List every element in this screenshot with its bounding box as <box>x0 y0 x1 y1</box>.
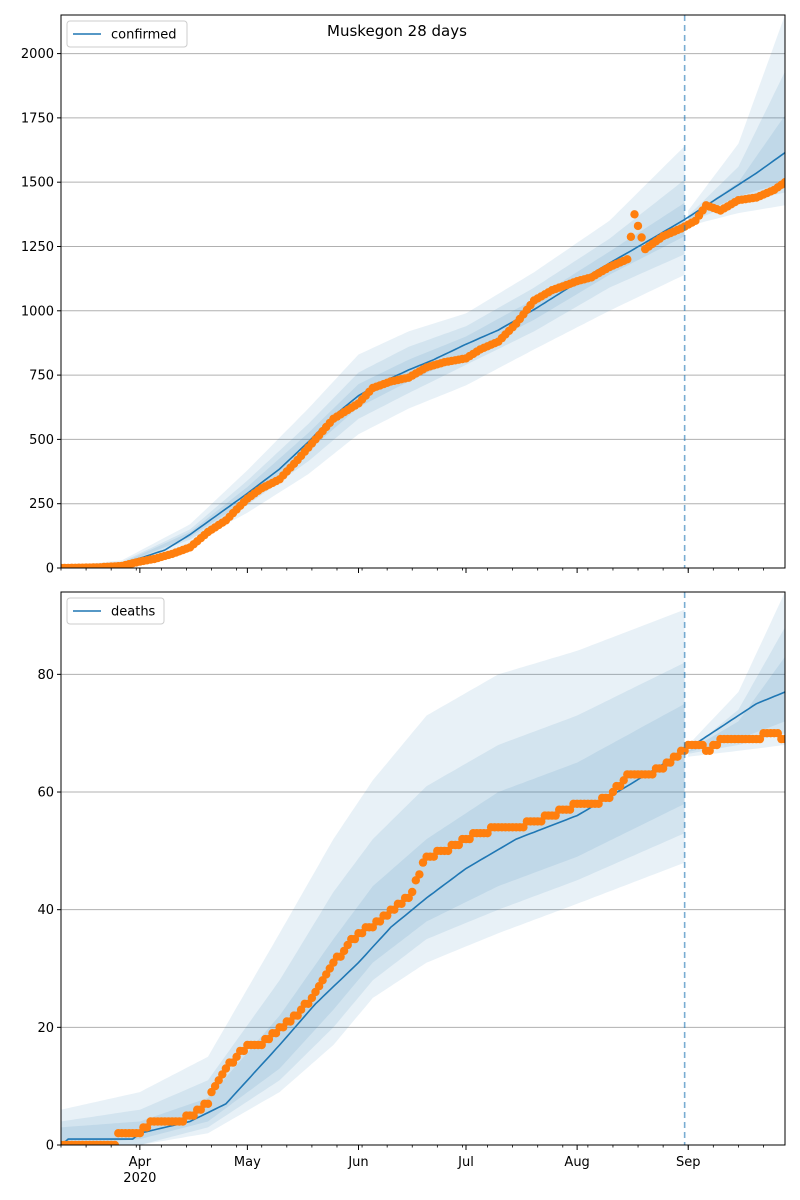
observed-point <box>780 178 785 187</box>
x-tick-label: Jun <box>347 1155 368 1170</box>
axes-frame <box>60 591 786 1146</box>
y-tick-label: 0 <box>46 562 54 577</box>
x-year-label: 2020 <box>123 1171 156 1186</box>
uncertainty-band <box>688 656 785 752</box>
y-tick-label: 80 <box>37 668 54 683</box>
uncertainty-band <box>61 662 685 1145</box>
observed-point <box>203 1099 213 1109</box>
observed-point <box>623 255 632 264</box>
uncertainty-band <box>688 15 785 226</box>
observed-point <box>626 232 636 241</box>
legend: deaths <box>66 597 165 625</box>
observed-point <box>630 210 639 219</box>
uncertainty-band <box>688 627 785 754</box>
y-tick-label: 60 <box>37 786 54 801</box>
y-tick-label: 20 <box>37 1021 54 1036</box>
y-tick-label: 2000 <box>21 47 54 62</box>
observed-point <box>415 870 424 879</box>
axes-frame <box>60 14 786 569</box>
legend-box <box>66 20 188 48</box>
y-tick-label: 250 <box>29 497 54 512</box>
observed-point <box>408 887 417 897</box>
uncertainty-band <box>688 71 785 223</box>
y-tick-label: 750 <box>29 369 54 384</box>
chart-title: Muskegon 28 days <box>327 22 467 40</box>
observed-point <box>633 221 643 231</box>
uncertainty-band <box>61 146 685 568</box>
observed-point <box>637 233 646 242</box>
confirmed-panel: 0 250 500 750 1000 1250 1500 1750 2000 confirmed <box>21 14 786 577</box>
legend: confirmed <box>66 20 188 48</box>
deaths-panel: 0 20 40 60 80 Apr May Jun Jul Aug Sep 2020 deaths <box>37 591 786 1186</box>
y-tick-label: 1500 <box>21 176 54 191</box>
uncertainty-band <box>688 592 785 757</box>
y-tick-label: 1750 <box>21 111 54 126</box>
legend-box <box>66 597 165 625</box>
x-tick-label: Jul <box>457 1155 474 1170</box>
x-tick-label: Aug <box>564 1155 589 1170</box>
y-tick-label: 40 <box>37 903 54 918</box>
uncertainty-band <box>61 179 685 568</box>
x-tick-label: Sep <box>676 1155 701 1170</box>
y-tick-label: 1250 <box>21 240 54 255</box>
legend-label: confirmed <box>111 28 177 43</box>
uncertainty-band <box>61 609 685 1145</box>
x-tick-label: Apr <box>129 1155 152 1170</box>
observed-point <box>110 1140 119 1145</box>
legend-label: deaths <box>111 605 156 620</box>
plot-area <box>61 15 785 568</box>
y-tick-label: 500 <box>29 433 54 448</box>
plot-area <box>61 592 785 1145</box>
observed-point <box>780 734 785 744</box>
y-tick-label: 1000 <box>21 304 54 319</box>
x-tick-label: May <box>234 1155 261 1170</box>
y-tick-label: 0 <box>46 1139 54 1154</box>
